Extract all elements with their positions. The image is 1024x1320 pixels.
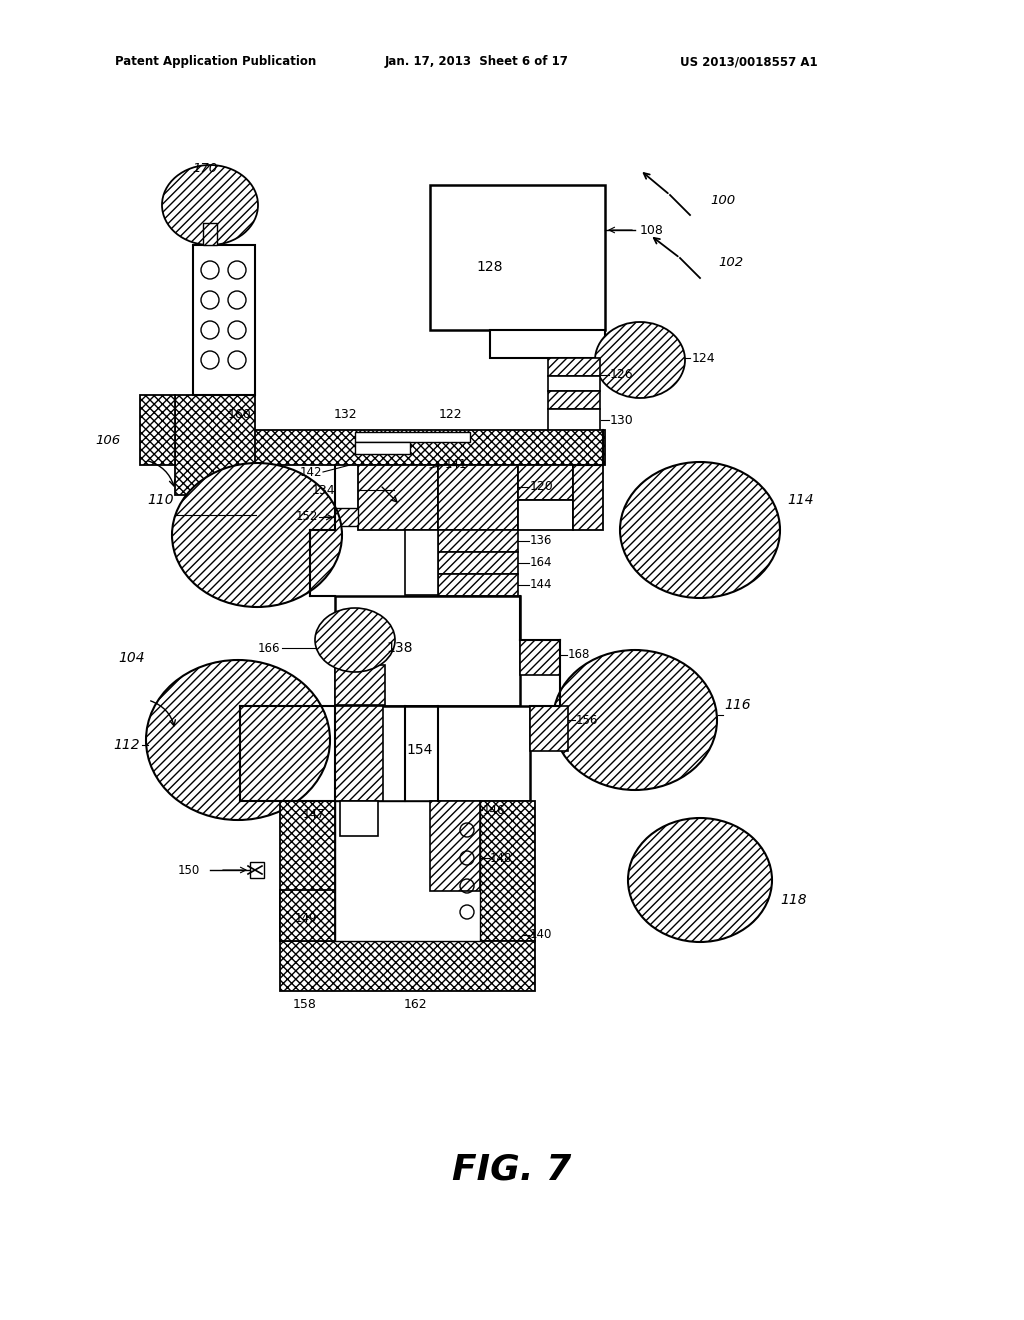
Text: 124: 124: [692, 351, 716, 364]
Text: 120: 120: [530, 480, 554, 494]
Ellipse shape: [172, 463, 342, 607]
Text: 118: 118: [780, 894, 807, 907]
Text: 110: 110: [147, 492, 174, 507]
Text: 106: 106: [95, 433, 120, 446]
Bar: [335, 597, 520, 706]
Text: 160: 160: [228, 408, 252, 421]
Text: US 2013/0018557 A1: US 2013/0018557 A1: [680, 55, 817, 69]
Bar: [490, 330, 605, 358]
Bar: [480, 801, 535, 941]
Bar: [406, 531, 438, 595]
Text: 104: 104: [118, 651, 144, 665]
Ellipse shape: [162, 165, 258, 246]
Text: 116: 116: [724, 698, 751, 711]
Text: 108: 108: [640, 223, 664, 236]
Text: 156: 156: [575, 714, 598, 726]
Ellipse shape: [595, 322, 685, 399]
Bar: [280, 801, 335, 941]
Bar: [175, 430, 605, 465]
Text: 158: 158: [293, 998, 317, 1011]
Text: 166: 166: [257, 642, 280, 655]
Text: 141: 141: [445, 458, 468, 471]
Bar: [355, 432, 470, 442]
Text: 152: 152: [296, 511, 318, 524]
Text: 138: 138: [387, 642, 414, 655]
Bar: [548, 409, 600, 432]
Bar: [355, 442, 410, 454]
Bar: [335, 706, 530, 801]
Text: 132: 132: [333, 408, 356, 421]
Text: 114: 114: [787, 492, 814, 507]
Bar: [518, 500, 573, 531]
Text: 130: 130: [610, 413, 634, 426]
Text: 140: 140: [530, 928, 552, 941]
Bar: [335, 706, 383, 801]
Bar: [340, 801, 378, 836]
Text: 142: 142: [299, 466, 322, 479]
Ellipse shape: [628, 818, 772, 942]
Ellipse shape: [315, 609, 395, 672]
Bar: [175, 395, 255, 495]
Text: 168: 168: [568, 648, 591, 661]
Text: 144: 144: [530, 578, 553, 591]
Text: 154: 154: [407, 743, 433, 756]
Bar: [280, 890, 335, 941]
Bar: [530, 706, 568, 751]
Text: 148: 148: [490, 851, 512, 865]
Text: 122: 122: [438, 408, 462, 421]
Bar: [250, 862, 264, 878]
Bar: [336, 508, 358, 525]
Text: 126: 126: [610, 368, 634, 381]
Bar: [518, 465, 573, 500]
Bar: [548, 376, 600, 391]
Text: Jan. 17, 2013  Sheet 6 of 17: Jan. 17, 2013 Sheet 6 of 17: [385, 55, 569, 69]
Bar: [438, 574, 518, 597]
Bar: [438, 552, 518, 574]
Bar: [335, 665, 385, 705]
Text: 100: 100: [710, 194, 735, 206]
Text: 147: 147: [302, 808, 325, 821]
Bar: [573, 465, 603, 531]
Bar: [430, 185, 605, 330]
Text: Patent Application Publication: Patent Application Publication: [115, 55, 316, 69]
Text: 164: 164: [530, 557, 553, 569]
Text: 102: 102: [718, 256, 743, 268]
Text: 162: 162: [403, 998, 427, 1011]
Ellipse shape: [620, 462, 780, 598]
Ellipse shape: [553, 649, 717, 789]
Text: 149: 149: [295, 912, 317, 924]
Bar: [430, 801, 480, 891]
Text: 128: 128: [477, 260, 503, 275]
Bar: [548, 358, 600, 376]
Text: 136: 136: [530, 535, 552, 548]
Text: 170: 170: [193, 161, 217, 174]
Bar: [335, 801, 480, 941]
Bar: [280, 941, 535, 991]
Text: FIG. 7: FIG. 7: [453, 1152, 571, 1187]
Text: 146: 146: [483, 804, 506, 817]
Bar: [548, 391, 600, 409]
Ellipse shape: [146, 660, 330, 820]
Bar: [520, 640, 560, 675]
Text: 112: 112: [114, 738, 140, 752]
Bar: [140, 395, 175, 465]
Bar: [438, 465, 518, 531]
Bar: [203, 223, 217, 246]
Bar: [358, 465, 438, 531]
Bar: [193, 246, 255, 395]
Bar: [438, 531, 518, 552]
Text: 134: 134: [311, 483, 335, 496]
Text: 150: 150: [178, 863, 200, 876]
